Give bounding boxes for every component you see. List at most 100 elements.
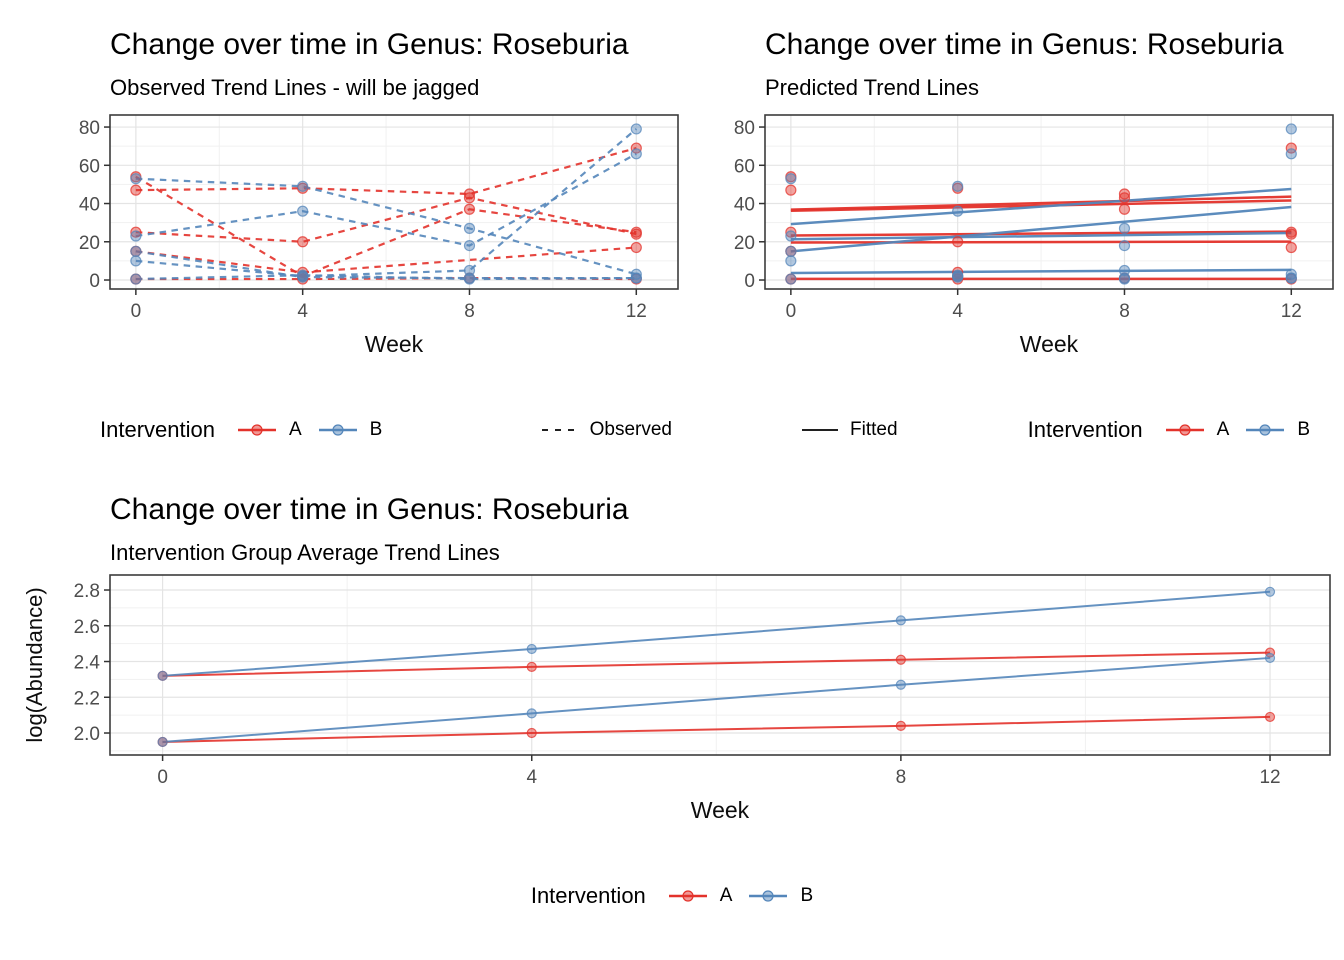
b-line-point-icon — [318, 424, 357, 436]
x-tick-label: 12 — [1281, 301, 1302, 322]
trend-line — [135, 196, 637, 243]
legend-label: B — [1297, 419, 1310, 440]
legend-label: A — [719, 885, 733, 906]
x-tick-label: 0 — [786, 301, 797, 322]
data-point — [895, 679, 906, 690]
b-line-point-icon — [749, 890, 788, 902]
x-axis-title: Week — [691, 797, 750, 823]
data-point — [1285, 123, 1297, 135]
data-point — [463, 273, 476, 285]
data-point — [630, 241, 642, 254]
panel-border — [109, 114, 679, 290]
data-point — [463, 222, 476, 234]
data-point — [630, 123, 642, 135]
data-point — [1285, 272, 1297, 284]
legend-label: A — [1216, 419, 1230, 440]
legend-group-linetype: Observed — [540, 419, 672, 441]
data-point — [1118, 239, 1131, 252]
data-point — [130, 245, 142, 257]
data-point — [1264, 711, 1276, 723]
data-point — [895, 720, 906, 731]
y-tick-label: 2.2 — [74, 688, 100, 709]
fitted-line — [790, 240, 1292, 244]
trend-line — [135, 177, 637, 276]
data-point — [463, 188, 476, 200]
y-tick-label: 0 — [744, 271, 755, 292]
data-point — [1285, 142, 1297, 154]
data-point — [630, 272, 642, 284]
data-point — [297, 236, 309, 248]
chart1-title: Change over time in Genus: Roseburia — [110, 28, 629, 61]
x-tick-label: 12 — [1259, 767, 1280, 788]
data-point — [130, 230, 142, 242]
data-point — [785, 273, 797, 285]
data-point — [1285, 228, 1297, 240]
legend-title: Intervention — [100, 417, 215, 442]
legend-group-intervention: Intervention A B — [100, 417, 382, 443]
chart3-panel: 0 4 8 12 2.0 2.2 2.4 2.6 2.8 Week log(Abundance) — [22, 574, 1331, 823]
chart2-subtitle: Predicted Trend Lines — [765, 76, 980, 100]
y-tick-label: 2.0 — [74, 724, 100, 745]
data-point — [1285, 148, 1297, 160]
data-point — [526, 727, 537, 739]
y-axis-title: log(Abundance) — [22, 587, 47, 742]
legend-label: B — [800, 885, 814, 906]
data-point — [1118, 203, 1131, 215]
data-point — [1118, 273, 1131, 285]
chart2-legend: Fitted Intervention A B — [800, 412, 1310, 448]
data-point — [785, 255, 797, 267]
trend-line — [162, 651, 1271, 677]
data-point — [526, 708, 537, 719]
data-point — [952, 236, 964, 248]
legend-group-linetype: Fitted — [800, 419, 898, 441]
chart1-panel: 0 4 8 12 0 20 40 60 80 Week — [79, 114, 679, 357]
data-point — [1118, 192, 1131, 204]
y-tick-label: 80 — [734, 118, 755, 139]
x-tick-label: 8 — [1119, 301, 1130, 322]
y-tick-label: 20 — [79, 233, 100, 254]
trend-line — [135, 250, 637, 280]
data-point — [463, 239, 476, 252]
data-point — [785, 245, 797, 257]
legend-group-intervention: Intervention A B — [1028, 417, 1310, 443]
y-tick-label: 40 — [734, 195, 755, 216]
data-point — [952, 205, 964, 217]
data-point — [297, 180, 309, 192]
trend-line — [162, 656, 1271, 743]
legend-item-a: A — [235, 419, 302, 441]
legend-label: B — [369, 419, 383, 440]
fitted-line — [790, 268, 1292, 275]
data-point — [463, 192, 476, 204]
legend-item-observed: Observed — [540, 419, 672, 441]
chart3-subtitle: Intervention Group Average Trend Lines — [110, 541, 500, 565]
legend-item-b: B — [746, 885, 813, 907]
y-tick-label: 2.6 — [74, 617, 100, 638]
data-point — [785, 230, 797, 242]
data-point — [1264, 652, 1276, 664]
data-point — [130, 226, 142, 238]
data-point — [526, 661, 537, 672]
data-point — [895, 615, 906, 626]
y-tick-label: 2.8 — [74, 581, 100, 602]
data-point — [130, 273, 142, 285]
y-tick-label: 0 — [89, 271, 100, 292]
data-point — [630, 268, 642, 280]
fitted-line — [790, 205, 1292, 253]
a-line-point-icon — [668, 890, 707, 902]
y-tick-label: 20 — [734, 233, 755, 254]
x-tick-label: 4 — [297, 301, 308, 322]
x-tick-label: 4 — [952, 301, 963, 322]
fitted-line — [790, 195, 1292, 211]
data-point — [463, 264, 476, 277]
b-line-point-icon — [1246, 424, 1285, 436]
data-point — [157, 670, 168, 681]
data-point — [297, 269, 309, 281]
data-point — [130, 173, 142, 185]
fitted-line — [790, 231, 1292, 241]
x-axis-title: Week — [365, 331, 424, 357]
chart3-title: Change over time in Genus: Roseburia — [110, 493, 629, 526]
dashed-line-icon — [541, 429, 578, 431]
data-point — [526, 643, 537, 655]
